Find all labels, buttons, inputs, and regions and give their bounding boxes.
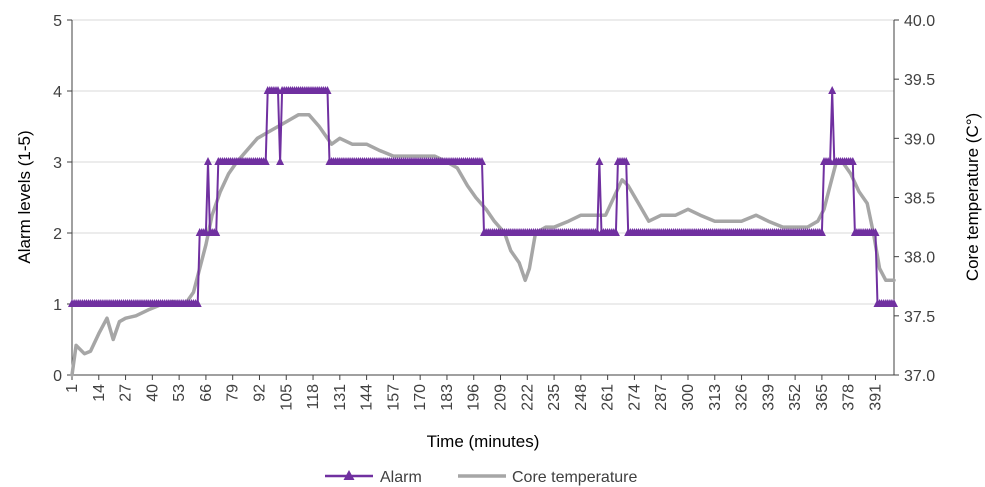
x-tick-label: 391 [867,384,884,411]
right-tick-label: 39.0 [904,131,935,148]
alarm-marker [828,86,837,94]
x-tick-label: 352 [787,384,804,411]
legend-triangle-icon [343,470,355,480]
left-tick-label: 5 [53,13,62,30]
right-tick-label: 39.5 [904,72,935,89]
alarm-marker [871,228,880,236]
x-tick-label: 222 [519,384,536,411]
left-axis-title: Alarm levels (1-5) [15,130,34,263]
x-tick-label: 79 [225,384,242,402]
x-tick-label: 66 [198,384,215,402]
x-tick-label: 157 [385,384,402,411]
alarm-marker [611,228,620,236]
alarm-marker [212,228,221,236]
alarm-marker [817,228,826,236]
alarm-marker [204,157,212,165]
x-tick-label: 339 [760,384,777,411]
x-tick-label: 300 [680,384,697,411]
x-tick-label: 131 [332,384,349,411]
x-tick-label: 118 [305,384,322,410]
right-tick-label: 38.0 [904,250,935,267]
core-temperature-series [70,112,896,377]
x-tick-label: 261 [600,384,617,411]
left-tick-label: 4 [53,84,62,101]
right-tick-label: 37.0 [904,368,935,385]
alarm-marker [890,299,898,307]
right-tick-label: 40.0 [904,13,935,30]
legend-label-core-temperature: Core temperature [512,469,637,486]
x-tick-label: 92 [251,384,268,402]
left-tick-label: 1 [53,297,62,314]
right-tick-label: 38.5 [904,191,935,208]
x-tick-label: 365 [814,384,831,411]
left-tick-label: 0 [53,368,62,385]
alarm-series [68,86,898,307]
x-tick-label: 144 [359,384,376,411]
legend-item-alarm: Alarm [325,469,422,486]
alarm-marker [848,157,857,165]
x-tick-label: 183 [439,384,456,411]
x-tick-label: 53 [171,384,188,402]
left-tick-label: 2 [53,226,62,243]
legend-item-temperature: Core temperature [458,469,637,486]
legend: Alarm Core temperature [325,469,637,486]
x-tick-label: 235 [546,384,563,411]
right-axis-title: Core temperature (C°) [963,113,982,281]
left-tick-label: 3 [53,155,62,172]
alarm-marker [323,86,332,94]
x-tick-label: 27 [118,384,135,402]
x-tick-label: 326 [734,384,751,411]
right-tick-label: 37.5 [904,309,935,326]
core-temperature-line [70,112,896,377]
x-tick-label: 105 [278,384,295,411]
alarm-marker [193,299,202,307]
alarm-marker [622,157,631,165]
left-axis-ticks: 0 1 2 3 4 5 [53,13,72,385]
x-tick-label: 209 [493,384,510,411]
x-tick-label: 287 [653,384,670,411]
alarm-line [72,90,894,305]
right-axis-ticks: 37.0 37.5 38.0 38.5 39.0 39.5 40.0 [894,13,935,385]
x-tick-label: 40 [144,384,161,402]
x-tick-label: 378 [841,384,858,411]
alarm-marker [478,157,486,165]
x-tick-label: 14 [91,384,108,402]
legend-label-alarm: Alarm [380,469,422,486]
x-tick-label: 248 [573,384,590,411]
alarm-marker [276,157,285,165]
x-axis-title: Time (minutes) [427,432,540,451]
alarm-marker [595,157,604,165]
alarm-marker [261,157,270,165]
x-axis-ticks: 1 14 27 40 53 66 79 92 105 118 131 144 157 170 183 196 2… [64,375,884,411]
x-tick-label: 1 [64,384,81,393]
x-tick-label: 313 [707,384,724,411]
x-tick-label: 274 [626,384,643,411]
x-tick-label: 196 [466,384,483,411]
x-tick-label: 170 [412,384,429,411]
